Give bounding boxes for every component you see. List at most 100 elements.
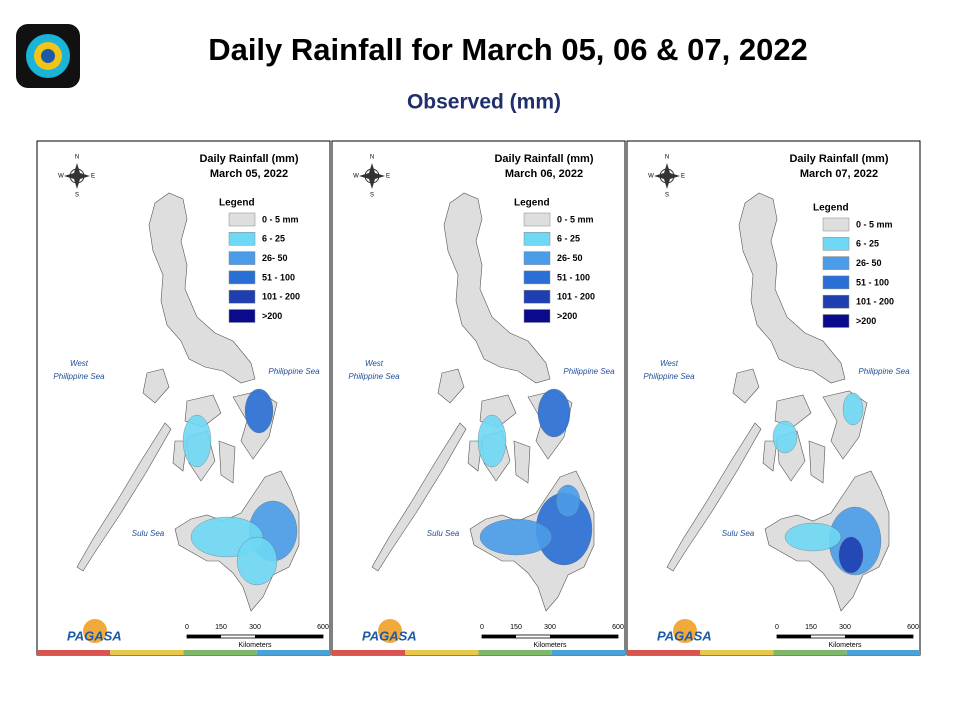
legend-label: 6 - 25: [856, 239, 879, 249]
map-panel: N S E W Daily Rainfall (mm) March 06, 2022 Leg…: [331, 140, 626, 656]
footer-stripe: [332, 650, 406, 655]
compass: N S E W: [58, 155, 95, 199]
scale-tick-label: 0: [480, 624, 484, 631]
scale-segment: [187, 635, 221, 638]
compass-letter: E: [386, 174, 390, 180]
legend-title: Legend: [219, 198, 255, 209]
rainfall-area: [244, 388, 274, 434]
compass-letter: N: [370, 155, 374, 161]
footer-stripe: [405, 650, 479, 655]
legend-swatch: [822, 237, 850, 251]
legend-swatch: [822, 275, 850, 290]
philippines-map: [371, 192, 595, 612]
legend-label: >200: [856, 316, 876, 326]
footer-stripe: [183, 650, 257, 655]
sea-label: West: [365, 359, 384, 368]
compass-letter: S: [370, 193, 374, 199]
legend-swatch: [228, 309, 256, 323]
sea-label: Philippine Sea: [858, 367, 910, 376]
rainfall-area: [555, 484, 581, 518]
legend-title: Legend: [813, 203, 849, 214]
footer-stripe: [37, 650, 111, 655]
agency-logo: [16, 24, 80, 88]
scale-tick-label: 300: [839, 624, 851, 631]
footer-stripe: [110, 650, 184, 655]
province-area: [762, 440, 778, 472]
agency-logo-text: PAGASA: [67, 628, 122, 643]
philippines-map: [76, 192, 300, 612]
legend-swatch: [523, 212, 551, 227]
compass-rose: [359, 163, 385, 189]
scale-tick-label: 300: [249, 624, 261, 631]
province-area: [732, 368, 760, 404]
scale-segment: [482, 635, 516, 638]
legend-swatch: [228, 289, 256, 304]
map-date: March 05, 2022: [210, 168, 288, 180]
province-area: [738, 192, 846, 384]
legend-label: 101 - 200: [262, 292, 300, 302]
legend-label: >200: [262, 311, 282, 321]
sea-label: West: [660, 359, 679, 368]
compass: N S E W: [648, 155, 685, 199]
compass-letter: W: [648, 174, 654, 180]
scale-segment: [550, 635, 618, 638]
compass-rose: [64, 163, 90, 189]
map-panel: N S E W Daily Rainfall (mm) March 07, 2022 Leg…: [626, 140, 921, 656]
scale-tick-label: 600: [317, 624, 329, 631]
sea-label: Philippine Sea: [563, 367, 615, 376]
compass-letter: W: [58, 174, 64, 180]
footer-stripe: [256, 650, 330, 655]
sea-label: Philippine Sea: [268, 367, 320, 376]
slide-title: Daily Rainfall for March 05, 06 & 07, 20…: [208, 32, 808, 67]
legend-label: 0 - 5 mm: [262, 214, 299, 224]
scale-tick-label: 0: [185, 624, 189, 631]
legend-swatch: [822, 217, 850, 232]
legend-label: 26- 50: [262, 253, 288, 263]
compass-letter: S: [75, 193, 79, 199]
map-panel: N S E W Daily Rainfall (mm) March 05, 2022 Leg…: [36, 140, 331, 656]
agency-logo-text: PAGASA: [657, 628, 712, 643]
legend-label: 51 - 100: [557, 272, 590, 282]
legend-label: 6 - 25: [557, 234, 580, 244]
legend-swatch: [822, 314, 850, 328]
footer-stripe: [773, 650, 847, 655]
footer-stripe: [478, 650, 552, 655]
legend-label: 0 - 5 mm: [856, 219, 893, 229]
legend-label: 0 - 5 mm: [557, 214, 594, 224]
logo-icon: [83, 619, 107, 643]
legend-swatch: [822, 294, 850, 309]
scale-unit: Kilometers: [828, 642, 862, 649]
map-date: March 06, 2022: [505, 168, 583, 180]
scale-segment: [845, 635, 913, 638]
rainfall-area: [182, 414, 212, 468]
province-area: [142, 368, 170, 404]
legend-swatch: [523, 289, 551, 304]
scale-segment: [777, 635, 811, 638]
compass-letter: N: [75, 155, 79, 161]
scale-tick-label: 150: [805, 624, 817, 631]
footer-stripe: [551, 650, 625, 655]
sea-label: Sulu Sea: [427, 529, 460, 538]
legend-swatch: [228, 251, 256, 265]
scale-tick-label: 0: [775, 624, 779, 631]
compass-letter: E: [681, 174, 685, 180]
legend-swatch: [523, 309, 551, 323]
sea-label: Philippine Sea: [643, 372, 695, 381]
legend-label: 51 - 100: [856, 277, 889, 287]
scale-tick-label: 150: [510, 624, 522, 631]
logo-icon: [378, 619, 402, 643]
footer-stripe: [846, 650, 920, 655]
province-area: [218, 440, 236, 484]
sea-label: Sulu Sea: [132, 529, 165, 538]
compass-ring: [69, 168, 85, 184]
rainfall-area: [537, 388, 571, 438]
rainfall-area: [479, 518, 553, 556]
rainfall-area: [477, 414, 507, 468]
scale-tick-label: 600: [612, 624, 624, 631]
legend-label: >200: [557, 311, 577, 321]
scale-tick-label: 300: [544, 624, 556, 631]
province-area: [808, 440, 826, 484]
compass-letter: S: [665, 193, 669, 199]
scale-tick-label: 150: [215, 624, 227, 631]
scale-unit: Kilometers: [238, 642, 272, 649]
